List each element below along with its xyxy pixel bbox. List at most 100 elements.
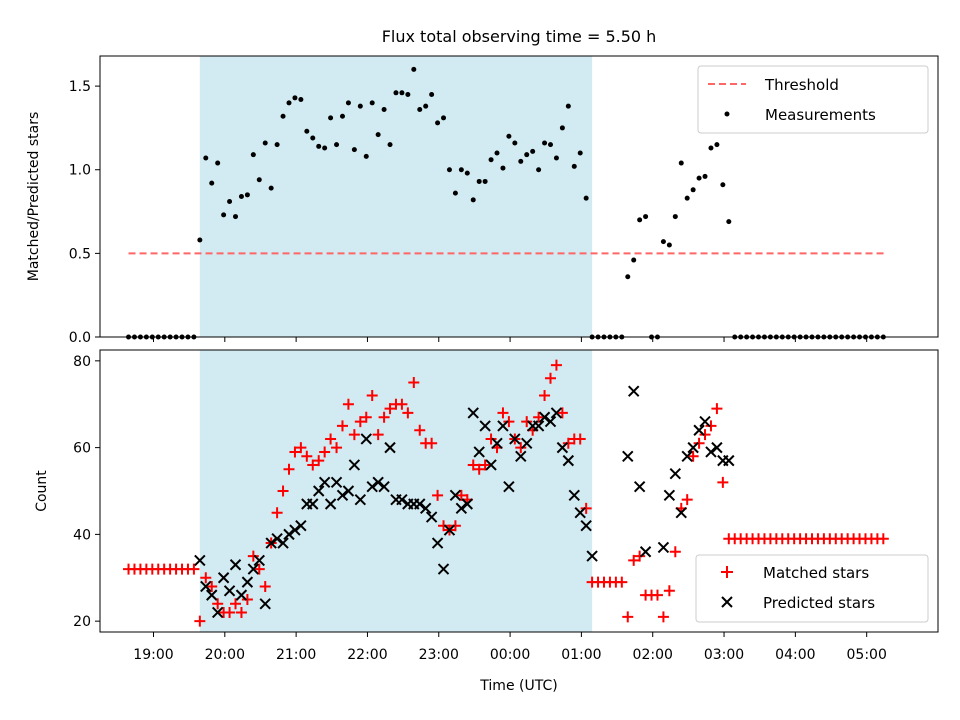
predicted-star-point xyxy=(366,480,378,493)
measurement-point xyxy=(238,194,244,199)
matched-star-point xyxy=(711,403,723,415)
predicted-star-point xyxy=(491,437,503,449)
predicted-star-point xyxy=(313,485,325,497)
predicted-star-point xyxy=(449,489,462,502)
measurement-point xyxy=(286,100,292,106)
predicted-star-point xyxy=(235,589,248,601)
matched-star-point xyxy=(206,580,218,592)
measurement-point xyxy=(571,163,577,169)
predicted-star-point xyxy=(699,415,711,428)
measurement-point xyxy=(583,195,589,201)
flux-ratio-axes-frame xyxy=(99,55,939,338)
x-tick-label: 01:00 xyxy=(561,647,601,663)
measurement-point xyxy=(631,257,637,263)
predicted-star-point xyxy=(217,572,230,584)
predicted-star-point xyxy=(550,407,563,419)
measurement-point xyxy=(280,113,286,119)
predicted-star-point xyxy=(503,480,515,493)
flux-ratio-legend-box xyxy=(697,65,929,134)
flux-ratio-y-tick-label: 0.0 xyxy=(69,330,91,346)
x-tick-label: 04:00 xyxy=(775,647,815,663)
predicted-star-point xyxy=(247,563,260,575)
predicted-star-point xyxy=(324,498,337,510)
measurement-point xyxy=(328,115,334,121)
star-count-y-tick-label: 80 xyxy=(73,354,91,370)
predicted-star-point xyxy=(194,554,206,567)
star-count-y-axis-label: Count xyxy=(34,470,50,512)
flux-ratio-y-tick-label: 1.5 xyxy=(69,79,91,95)
x-tick-label: 03:00 xyxy=(704,647,744,663)
measurement-point xyxy=(304,128,310,134)
measurement-point xyxy=(441,115,447,121)
measurement-point xyxy=(417,107,423,113)
legend-matched-swatch xyxy=(721,566,733,578)
matched-star-point xyxy=(396,398,408,410)
predicted-star-point xyxy=(318,476,331,489)
measurement-point xyxy=(684,195,690,201)
matched-star-point xyxy=(877,533,889,545)
predicted-star-point xyxy=(253,554,265,567)
predicted-star-point xyxy=(431,537,444,549)
star-count-legend: Matched stars Predicted stars xyxy=(695,554,929,623)
predicted-star-point xyxy=(693,424,705,436)
measurement-point xyxy=(339,113,345,119)
matched-star-point xyxy=(574,433,586,445)
predicted-star-point xyxy=(223,585,236,597)
predicted-star-point xyxy=(414,498,426,510)
predicted-star-point xyxy=(206,589,218,601)
x-tick-label: 02:00 xyxy=(633,647,673,663)
matched-star-point xyxy=(663,585,675,597)
predicted-star-point xyxy=(509,433,521,445)
predicted-star-point xyxy=(538,411,551,423)
predicted-star-point xyxy=(461,498,474,510)
predicted-star-point xyxy=(271,533,283,545)
measurement-point xyxy=(518,158,524,164)
predicted-star-point xyxy=(723,454,735,467)
measurement-point xyxy=(678,160,684,166)
matched-star-point xyxy=(235,606,247,618)
measurement-point xyxy=(666,242,672,248)
matched-star-point xyxy=(342,398,354,410)
matched-star-point xyxy=(539,390,551,402)
legend-predicted-label: Predicted stars xyxy=(763,594,875,612)
matched-star-point xyxy=(271,507,283,519)
flux-ratio-y-tick-label: 1.0 xyxy=(69,163,91,179)
matched-star-point xyxy=(319,446,331,458)
matched-star-point xyxy=(414,424,426,436)
matched-star-point xyxy=(331,442,343,454)
measurement-point xyxy=(310,135,316,141)
matched-star-point xyxy=(372,429,384,441)
legend-predicted-swatch xyxy=(721,596,733,608)
measurement-point xyxy=(423,103,429,109)
predicted-star-point xyxy=(681,450,693,462)
predicted-star-point xyxy=(241,576,254,588)
predicted-star-point xyxy=(419,502,432,515)
matched-star-point xyxy=(230,598,242,610)
predicted-star-point xyxy=(384,441,396,454)
measurement-point xyxy=(708,145,714,151)
matched-star-point xyxy=(485,433,497,445)
measurement-point xyxy=(363,153,369,159)
matched-star-point xyxy=(556,407,568,419)
x-tick-label: 23:00 xyxy=(419,647,459,663)
predicted-star-point xyxy=(200,580,212,593)
matched-star-point xyxy=(717,476,729,488)
predicted-star-point xyxy=(259,598,271,610)
flux-ratio-y-axis-label: Matched/Predicted stars xyxy=(26,112,42,282)
measurement-point xyxy=(411,66,417,72)
measurement-point xyxy=(536,167,542,173)
matched-star-point xyxy=(289,446,301,458)
predicted-star-point xyxy=(657,541,670,554)
measurement-point xyxy=(298,96,304,102)
matched-star-point xyxy=(693,437,705,449)
measurement-point xyxy=(221,212,227,218)
matched-star-point xyxy=(241,593,253,605)
measurement-point xyxy=(381,107,387,113)
matched-star-point xyxy=(455,489,467,501)
matched-star-point xyxy=(301,450,313,462)
matched-star-point xyxy=(325,433,337,445)
predicted-star-point xyxy=(532,420,545,432)
matched-star-point xyxy=(283,463,295,475)
predicted-star-point xyxy=(556,441,569,454)
